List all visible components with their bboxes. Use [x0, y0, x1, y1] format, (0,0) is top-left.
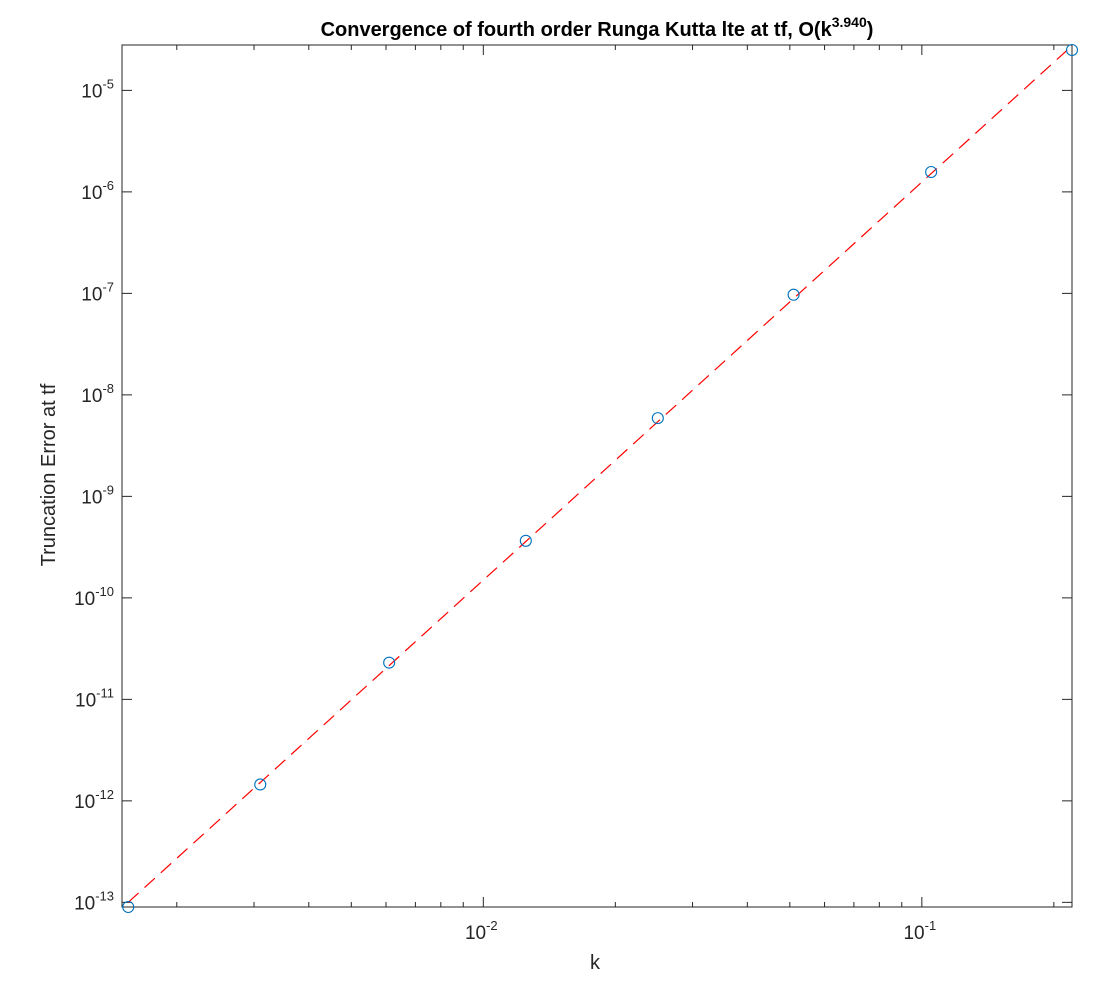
x-tick-label: 10-1	[903, 918, 936, 944]
x-axis-label: k	[590, 952, 601, 974]
chart-title-main: Convergence of fourth order Runga Kutta …	[321, 19, 833, 41]
x-tick-label: 10-2	[465, 918, 498, 944]
y-tick-label: 10-8	[81, 381, 114, 407]
data-point	[651, 412, 664, 425]
y-axis-label: Truncation Error at tf	[38, 383, 60, 566]
data-point	[787, 288, 800, 301]
minor-ticks	[176, 45, 1055, 907]
y-tick-label: 10-5	[81, 76, 114, 102]
y-axis-ticks: 10-13 10-12 10-11 10-10 10-9 10-8 10-7 10-6 10-5	[74, 76, 1072, 914]
data-series	[122, 43, 1079, 914]
y-tick-label: 10-12	[74, 787, 114, 813]
y-tick-label: 10-10	[74, 584, 114, 610]
y-tick-label: 10-9	[81, 482, 114, 508]
plot-axes	[121, 44, 1073, 908]
chart-title-exponent: 3.940	[832, 14, 867, 30]
data-point	[383, 656, 396, 669]
y-tick-label: 10-7	[81, 279, 114, 305]
data-point	[254, 778, 267, 791]
plot-area	[121, 44, 1073, 908]
y-tick-label: 10-11	[75, 685, 114, 711]
y-tick-label: 10-13	[74, 888, 114, 914]
fit-line	[127, 45, 1073, 903]
chart-title-close: )	[867, 19, 874, 41]
chart-title: Convergence of fourth order Runga Kutta …	[321, 14, 874, 41]
data-point	[925, 165, 938, 179]
data-point	[1065, 43, 1079, 57]
x-axis-ticks: 10-2 10-1	[465, 45, 936, 944]
y-tick-label: 10-6	[81, 178, 114, 204]
data-point	[122, 900, 135, 914]
data-point	[519, 534, 532, 547]
